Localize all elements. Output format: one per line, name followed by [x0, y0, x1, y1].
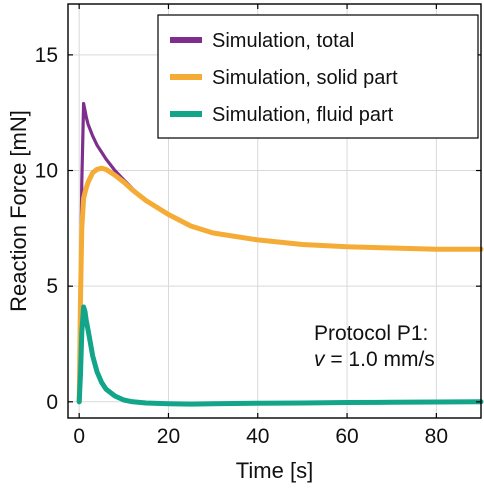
x-tick-label: 60 [335, 425, 358, 448]
x-tick-label: 20 [157, 425, 180, 448]
axis-ticks: 0 20 40 60 80 0 5 10 15 [35, 4, 481, 448]
x-tick-label: 0 [73, 425, 85, 448]
x-tick-label: 40 [246, 425, 269, 448]
x-axis-label: Time [s] [236, 458, 313, 483]
y-tick-label: 5 [46, 275, 58, 298]
legend-label-3: Simulation, fluid part [212, 104, 394, 126]
y-tick-label: 15 [35, 44, 58, 67]
annotation-line-1: Protocol P1: [314, 322, 428, 345]
y-tick-label: 10 [35, 160, 58, 183]
protocol-annotation: Protocol P1: v = 1.0 mm/s [314, 322, 435, 371]
legend: Simulation, total Simulation, solid part S… [157, 14, 479, 139]
plot-frame [67, 3, 482, 419]
y-tick-label: 0 [46, 391, 58, 414]
y-axis-label: Reaction Force [mN] [6, 110, 31, 312]
series-line-3 [76, 304, 484, 407]
annotation-line-2: v = 1.0 mm/s [314, 348, 435, 371]
annotation-velocity-symbol: v [314, 348, 326, 371]
series-lines [76, 101, 484, 407]
legend-label-1: Simulation, total [212, 30, 354, 52]
legend-label-2: Simulation, solid part [212, 67, 398, 89]
legend-box [157, 14, 479, 139]
annotation-velocity-value: = 1.0 mm/s [325, 348, 435, 371]
x-tick-label: 80 [425, 425, 448, 448]
series-line-2 [76, 165, 484, 405]
